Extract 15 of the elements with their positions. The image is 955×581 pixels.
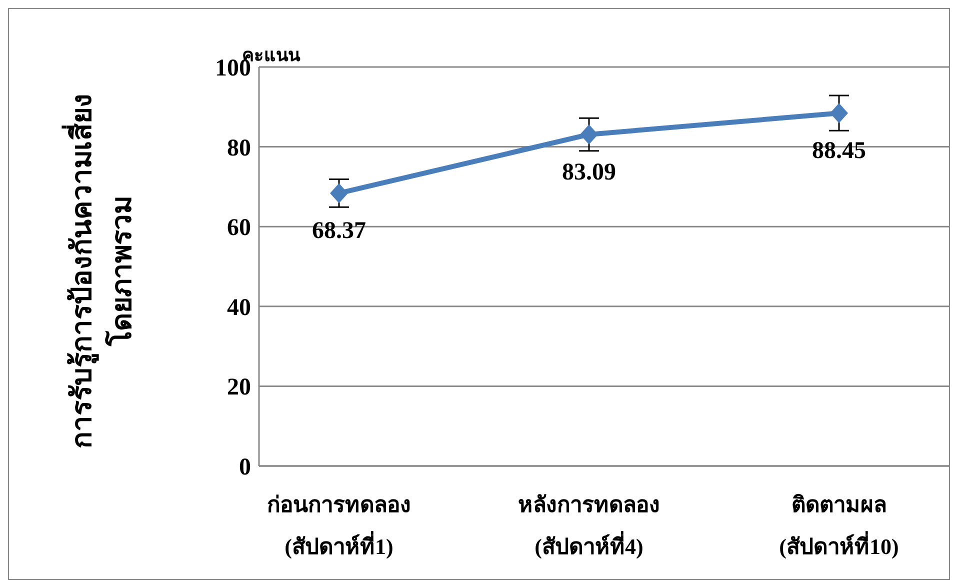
point — [580, 124, 598, 144]
point — [830, 103, 848, 124]
data-label: 68.37 — [312, 218, 366, 244]
x-tick-label: ติดตามผล (สัปดาห์ที่10) — [779, 492, 899, 559]
y-tick-label: 60 — [227, 215, 251, 242]
y-tick-label: 0 — [239, 454, 251, 481]
data-label: 88.45 — [812, 138, 866, 164]
y-tick-label: 20 — [227, 374, 251, 401]
y-tick-label: 80 — [227, 135, 251, 162]
data-label: 83.09 — [562, 160, 616, 186]
y-axis-title: การรับรู้การป้องกันความเสี่ยง โดยภาพรวม — [61, 94, 138, 448]
x-tick-label: ก่อนการทดลอง (สัปดาห์ที่1) — [267, 492, 411, 559]
x-tick-label: หลังการทดลอง (สัปดาห์ที่4) — [518, 492, 660, 559]
y-tick-label: 40 — [227, 294, 251, 321]
point — [330, 183, 348, 204]
